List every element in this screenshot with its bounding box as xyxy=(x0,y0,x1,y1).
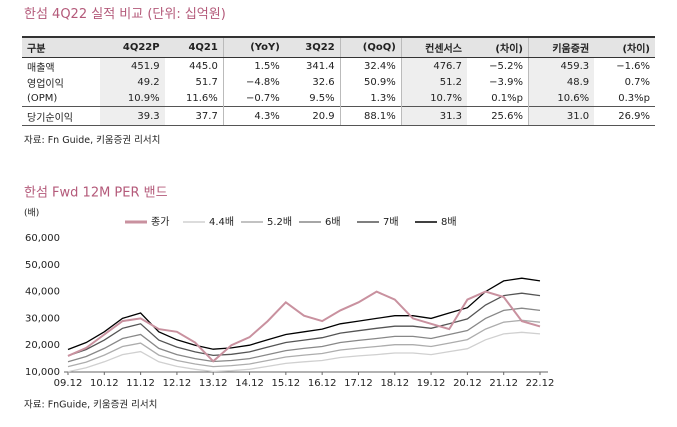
table-cell: −5.2% xyxy=(489,60,523,72)
x-tick-label: 21.12 xyxy=(489,378,518,389)
table-cell: 0.3%p xyxy=(618,92,650,104)
x-tick-label: 17.12 xyxy=(344,378,373,389)
table-cell: 4.3% xyxy=(222,106,285,126)
y-tick-label: 40,000 xyxy=(25,287,60,298)
x-tick-label: 22.12 xyxy=(526,378,555,389)
table-cell: 매출액 xyxy=(27,62,55,74)
results-table: 구분 4Q22P 4Q21 (YoY) 3Q22 (QoQ) 컨센서스 (차이) 키움증권 (차이… xyxy=(22,36,655,126)
header-cell: 키움증권 xyxy=(527,36,595,58)
legend-label: 5.2배 xyxy=(267,216,292,228)
header-cell: 4Q22P xyxy=(99,36,165,58)
table-cell: −0.7% xyxy=(222,90,285,107)
header-cell: (차이) xyxy=(466,36,529,58)
table-cell: 0.7% xyxy=(624,76,650,88)
x-tick-label: 09.12 xyxy=(54,378,83,389)
series-line xyxy=(67,290,541,363)
table-title: 한섬 4Q22 실적 비교 (단위: 십억원) xyxy=(24,7,226,22)
series-line xyxy=(67,307,541,363)
table-cell: 37.7 xyxy=(164,106,224,126)
table-cell: 48.9 xyxy=(527,74,595,90)
legend-label: 종가 xyxy=(151,216,169,228)
table-row: 당기순이익 39.3 37.7 4.3% 20.9 88.1% 31.3 25.6% 31.0 2… xyxy=(22,106,655,126)
table-cell: 20.9 xyxy=(284,106,341,126)
legend-label: 7배 xyxy=(383,216,399,228)
series-line xyxy=(67,319,541,368)
table-cell: 459.3 xyxy=(527,57,595,74)
x-tick-label: 10.12 xyxy=(90,378,119,389)
table-cell: 11.6% xyxy=(186,92,218,104)
table-cell: 31.0 xyxy=(527,106,595,126)
legend-label: 4.4배 xyxy=(209,216,234,228)
y-tick-label: 10,000 xyxy=(25,367,60,378)
y-axis-label: (배) xyxy=(24,208,39,219)
table-cell: −1.6% xyxy=(616,60,650,72)
table-cell: 476.7 xyxy=(400,57,467,74)
table-cell: 51.2 xyxy=(400,74,467,90)
y-tick-label: 50,000 xyxy=(25,260,60,271)
header-cell: (QoQ) xyxy=(339,36,402,58)
table-cell: 451.9 xyxy=(99,57,165,74)
table-cell: 32.4% xyxy=(339,57,402,74)
table-cell: 39.3 xyxy=(99,106,165,126)
table-cell: 1.3% xyxy=(339,90,402,107)
table-cell: 당기순이익 xyxy=(22,106,100,126)
x-tick-label: 16.12 xyxy=(308,378,337,389)
table-cell: 88.1% xyxy=(339,106,402,126)
x-tick-label: 20.12 xyxy=(453,378,482,389)
chart: 한섬 Fwd 12M PER 밴드 (배) 자료: FnGuide, 키움증권 … xyxy=(24,186,555,411)
x-tick-label: 12.12 xyxy=(163,378,192,389)
x-tick-label: 19.12 xyxy=(417,378,446,389)
header-row: 구분 4Q22P 4Q21 (YoY) 3Q22 (QoQ) 컨센서스 (차이) 키움증권 (차이… xyxy=(22,36,655,58)
table-cell: 10.9% xyxy=(99,90,165,107)
table-source: 자료: Fn Guide, 키움증권 리서치 xyxy=(24,135,161,146)
y-tick-label: 60,000 xyxy=(25,233,60,244)
table-cell: 26.9% xyxy=(594,106,655,126)
table-cell: (OPM) xyxy=(27,92,58,104)
x-tick-label: 18.12 xyxy=(380,378,409,389)
table-cell: 25.6% xyxy=(466,106,529,126)
table-cell: 51.7 xyxy=(195,76,218,88)
table-row: 영업이익 49.2 51.7 −4.8% 32.6 50.9% 51.2 −3.9% 48.9 0… xyxy=(22,74,655,90)
legend-label: 6배 xyxy=(325,216,341,228)
chart-source: 자료: FnGuide, 키움증권 리서치 xyxy=(24,399,157,411)
x-tick-label: 14.12 xyxy=(235,378,264,389)
table-cell: 445.0 xyxy=(189,60,218,72)
table-cell: 10.7% xyxy=(400,90,467,107)
table-cell: 0.1%p xyxy=(491,92,523,104)
table-cell: 10.6% xyxy=(527,90,595,107)
y-tick-label: 30,000 xyxy=(25,313,60,324)
table-row: 매출액 451.9 445.0 1.5% 341.4 32.4% 476.7 −5.2% 459… xyxy=(22,57,655,74)
header-cell: (YoY) xyxy=(222,36,285,58)
x-tick-label: 15.12 xyxy=(272,378,301,389)
header-cell: 4Q21 xyxy=(164,36,224,58)
header-cell: 구분 xyxy=(22,36,100,58)
x-tick-label: 13.12 xyxy=(199,378,228,389)
table-cell: 49.2 xyxy=(99,74,165,90)
x-tick-label: 11.12 xyxy=(126,378,155,389)
table-cell: 50.9% xyxy=(339,74,402,90)
series-line xyxy=(67,292,541,357)
y-tick-label: 20,000 xyxy=(25,340,60,351)
table-cell: −3.9% xyxy=(489,76,523,88)
series-line xyxy=(67,331,541,373)
table-row: (OPM) 10.9% 11.6% −0.7% 9.5% 1.3% 10.7% 0.1%p 10… xyxy=(22,90,655,107)
table-cell: 32.6 xyxy=(312,76,335,88)
table-cell: 9.5% xyxy=(309,92,335,104)
table-cell: −4.8% xyxy=(222,74,285,90)
header-cell: (차이) xyxy=(594,36,655,58)
table-cell: 1.5% xyxy=(222,57,285,74)
legend-label: 8배 xyxy=(441,216,457,228)
table-cell: 341.4 xyxy=(306,60,335,72)
table-cell: 31.3 xyxy=(400,106,467,126)
header-cell: 3Q22 xyxy=(284,36,341,58)
header-cell: 컨센서스 xyxy=(400,36,467,58)
table-cell: 영업이익 xyxy=(27,78,64,90)
chart-title: 한섬 Fwd 12M PER 밴드 xyxy=(24,186,168,201)
